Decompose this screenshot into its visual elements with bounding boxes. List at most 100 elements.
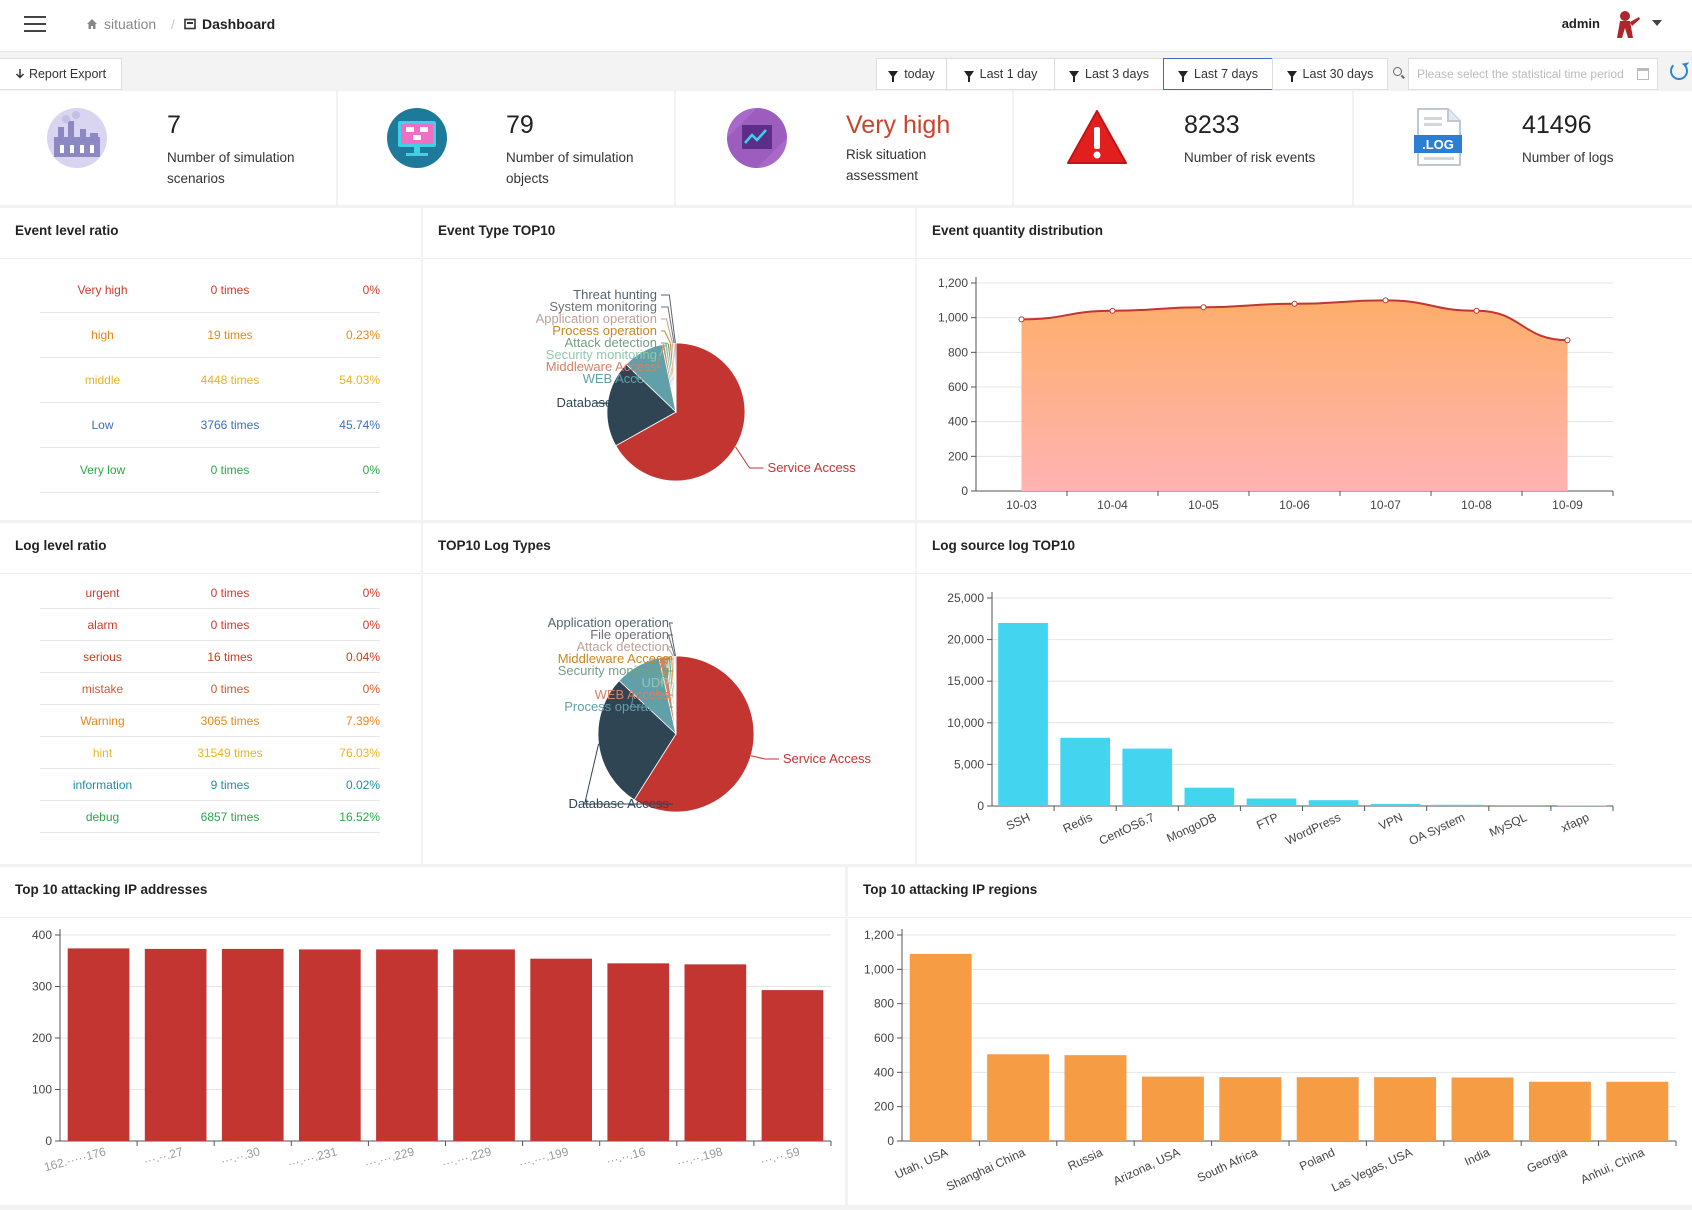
bar <box>1219 1077 1282 1141</box>
breadcrumb-home[interactable]: situation <box>86 16 156 32</box>
slice-label: UDP <box>642 675 669 690</box>
x-tick-label: SSH <box>1004 810 1032 833</box>
calendar-icon[interactable] <box>1637 68 1649 80</box>
divider <box>0 258 421 259</box>
slice-label: WEB Access <box>583 371 658 386</box>
label-line <box>661 318 673 344</box>
bar <box>684 964 747 1141</box>
refresh-icon[interactable] <box>1670 62 1688 80</box>
range-last-30-days-button[interactable]: Last 30 days <box>1272 58 1388 90</box>
level-times: 3766 times <box>200 418 260 432</box>
level-times: 9 times <box>210 777 250 792</box>
x-tick-label: ···.···.231 <box>286 1144 339 1171</box>
label-line <box>655 657 673 696</box>
y-tick-label: 25,000 <box>947 591 984 605</box>
stat-label-line2: objects <box>506 171 549 186</box>
table-row: mistake 0 times 0% <box>40 673 380 705</box>
divider <box>0 917 845 918</box>
pie-slice <box>597 680 677 801</box>
level-times: 4448 times <box>200 373 260 387</box>
date-range-placeholder: Please select the statistical time perio… <box>1417 67 1624 81</box>
data-point <box>1382 297 1389 304</box>
y-tick-label: 200 <box>948 449 968 463</box>
level-name: middle <box>84 373 121 387</box>
range-last-1-day-button[interactable]: Last 1 day <box>946 58 1055 90</box>
stat-label-line1: Number of simulation <box>506 150 634 165</box>
stat-label-line2: scenarios <box>167 171 225 186</box>
range-last-3-days-label: Last 3 days <box>1085 67 1149 81</box>
slice-label: Security monitoring <box>546 347 657 362</box>
level-percent: 54.03% <box>339 373 380 387</box>
stat-card-scenarios: 7 Number of simulation scenarios <box>0 91 336 205</box>
date-range-input[interactable]: Please select the statistical time perio… <box>1408 58 1658 90</box>
x-tick-label: 10-09 <box>1552 498 1583 512</box>
event-type-panel: Event Type TOP10 Service Access Database … <box>423 208 915 520</box>
x-tick-label: 10-03 <box>1006 498 1037 512</box>
bar <box>453 949 515 1141</box>
bar <box>144 948 207 1141</box>
event-quantity-area-chart: 0 200 400 600 800 1,000 1,200 10-03 10-04 10-05 10… <box>938 276 1614 512</box>
x-tick-label: Las Vegas, USA <box>1329 1145 1414 1195</box>
log-source-bar-chart: 0 5,000 10,000 15,000 20,000 25,000 SSH Redis Ce… <box>947 591 1614 848</box>
panel-title: Top 10 attacking IP addresses <box>15 882 208 897</box>
event-quantity-panel: Event quantity distribution 0 200 400 600 80… <box>917 208 1692 520</box>
log-source-panel: Log source log TOP10 0 5,000 10,000 15,000 2… <box>917 523 1692 864</box>
divider <box>423 258 915 259</box>
range-last-3-days-button[interactable]: Last 3 days <box>1054 58 1164 90</box>
bar <box>67 948 130 1141</box>
level-name: Very low <box>79 463 126 477</box>
label-line <box>661 306 675 344</box>
avatar[interactable] <box>1606 8 1644 42</box>
stat-value: 41496 <box>1522 111 1592 139</box>
y-tick-label: 400 <box>874 1065 894 1079</box>
bar <box>1432 804 1483 806</box>
range-last-7-days-button[interactable]: Last 7 days <box>1163 58 1273 90</box>
stat-value: Very high <box>846 111 951 139</box>
bar <box>1060 737 1110 806</box>
y-tick-label: 200 <box>874 1100 894 1114</box>
log-types-pie-chart: Service Access Database Access Process ope… <box>548 615 872 813</box>
y-tick-label: 800 <box>874 997 894 1011</box>
report-export-button[interactable]: Report Export <box>0 58 122 90</box>
slice-label: System monitoring <box>549 299 657 314</box>
level-percent: 0% <box>362 463 380 477</box>
bar <box>1495 805 1545 806</box>
x-tick-label: Poland <box>1297 1145 1337 1173</box>
y-tick-label: 1,200 <box>938 276 968 290</box>
range-today-button[interactable]: today <box>876 58 947 90</box>
bar <box>1308 800 1359 806</box>
event-type-pie-chart: Service Access Database Access WEB AccessM… <box>536 287 856 482</box>
level-percent: 0.23% <box>345 328 380 342</box>
x-tick-label: Arizona, USA <box>1111 1145 1182 1188</box>
toolbar: Report Export today Last 1 day Last 3 da… <box>0 56 1692 90</box>
slice-label: Middleware Access <box>546 359 658 374</box>
x-tick-label: ···.··.27 <box>142 1144 185 1168</box>
attacking-ips-panel: Top 10 attacking IP addresses 0 100 200 300… <box>0 867 845 1205</box>
level-times: 19 times <box>207 328 253 342</box>
label-line <box>666 646 674 657</box>
bar <box>1374 1077 1437 1141</box>
user-menu-chevron-down-icon[interactable] <box>1652 20 1662 26</box>
hamburger-menu-icon[interactable] <box>24 16 46 32</box>
panel-title: Event quantity distribution <box>932 223 1103 238</box>
range-last-1-day-label: Last 1 day <box>979 67 1038 81</box>
y-tick-label: 600 <box>874 1031 894 1045</box>
filter-icon <box>1178 70 1189 82</box>
y-tick-label: 300 <box>32 980 52 994</box>
x-tick-label: ···.···.229 <box>440 1144 493 1171</box>
bar <box>1528 1081 1591 1141</box>
x-tick-label: ···.··.16 <box>605 1144 648 1168</box>
download-arrow-icon <box>15 69 24 79</box>
y-tick-label: 400 <box>948 415 968 429</box>
svg-text:.LOG: .LOG <box>1422 137 1454 152</box>
table-row: information 9 times 0.02% <box>40 769 380 801</box>
level-name: hint <box>92 745 113 760</box>
bar <box>1064 1055 1127 1141</box>
user-name[interactable]: admin <box>1561 16 1600 31</box>
table-row: high 19 times 0.23% <box>40 313 380 358</box>
level-times: 3065 times <box>200 713 260 728</box>
bar <box>1370 803 1421 806</box>
slice-label: Service Access <box>783 751 872 766</box>
filter-icon <box>888 70 899 82</box>
